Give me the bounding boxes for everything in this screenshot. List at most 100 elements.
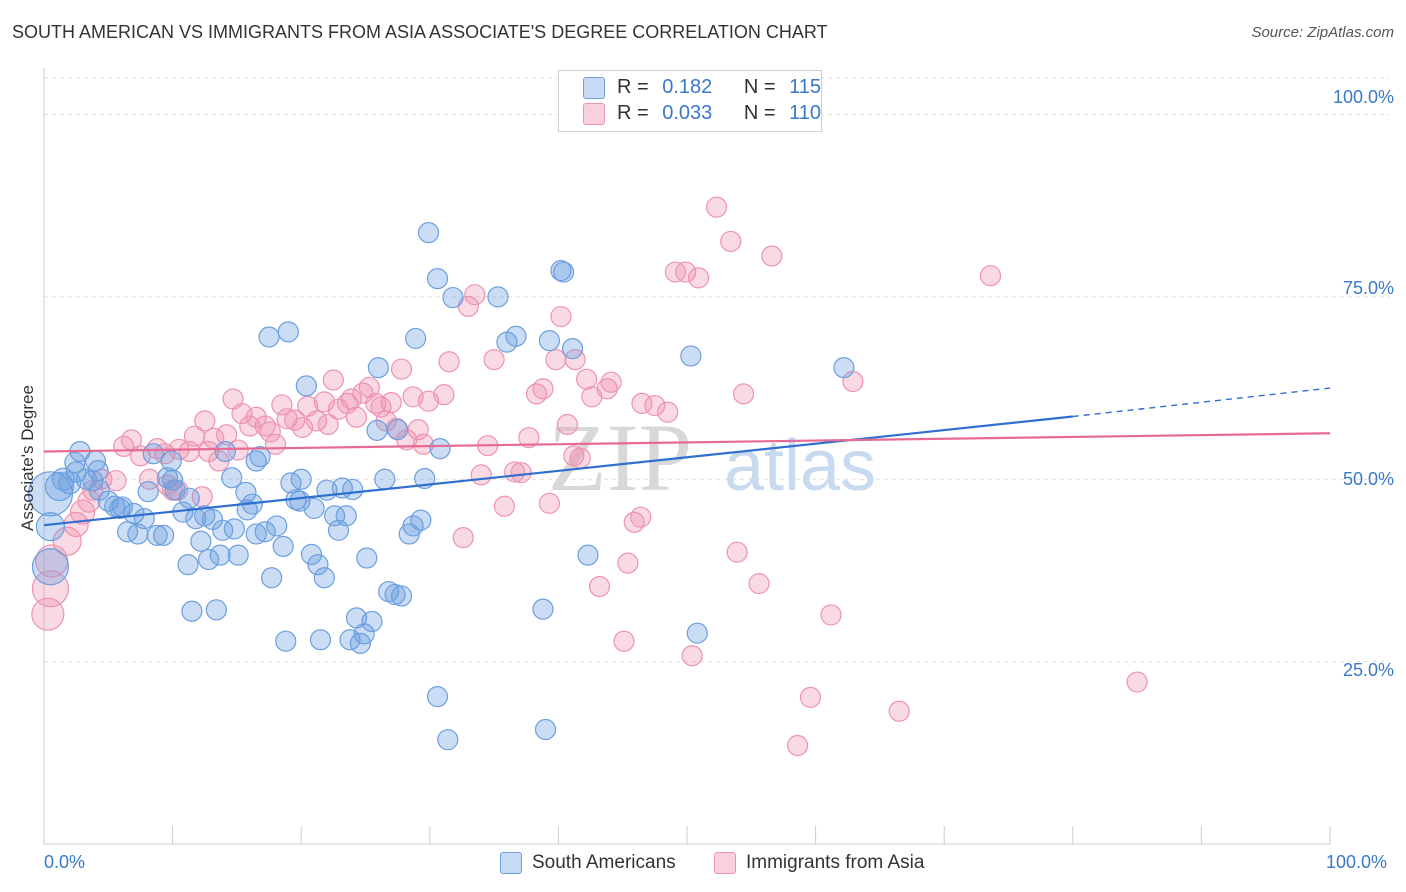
point-south-americans [266,515,288,537]
point-south-americans [205,599,227,621]
point-south-americans [178,487,200,509]
legend-row-immigrants-from-asia: R = 0.033 N = 110 [583,102,821,128]
legend-item-immigrants-from-asia[interactable]: Immigrants from Asia [714,852,924,874]
point-immigrants-from-asia [390,358,413,380]
point-south-americans [35,512,66,542]
point-immigrants-from-asia [322,369,344,391]
trend-line-south-americans-extension [1072,387,1331,418]
point-south-americans [374,468,396,490]
r-label: R = [617,102,649,124]
point-south-americans [353,623,375,645]
point-south-americans [275,630,297,652]
legend-label: South Americans [532,852,676,874]
point-immigrants-from-asia [358,376,380,398]
point-immigrants-from-asia [799,686,822,708]
point-immigrants-from-asia [370,396,392,418]
point-immigrants-from-asia [438,351,460,373]
point-immigrants-from-asia [545,348,567,371]
trend-line-immigrants-from-asia [43,432,1331,453]
point-south-americans [177,553,199,576]
point-south-americans [290,468,312,490]
source-label: Source: ZipAtlas.com [1251,24,1394,41]
n-value: 110 [789,102,821,124]
point-south-americans [437,729,459,751]
point-south-americans [577,544,599,566]
point-immigrants-from-asia [259,421,281,443]
point-south-americans [261,567,283,589]
point-south-americans [505,325,527,347]
point-south-americans [223,518,245,540]
point-south-americans [295,375,317,397]
point-south-americans [190,530,212,552]
point-immigrants-from-asia [630,506,652,528]
legend-swatch-pink [714,852,736,874]
point-south-americans [686,622,708,644]
x-tick-label-max: 100.0% [1326,852,1388,872]
n-label: N = [743,102,776,124]
point-immigrants-from-asia [631,392,653,414]
point-south-americans [405,327,427,350]
point-immigrants-from-asia [748,572,770,595]
point-immigrants-from-asia [550,305,572,328]
point-immigrants-from-asia [52,526,82,556]
point-south-americans [31,548,70,586]
point-immigrants-from-asia [518,427,540,449]
point-immigrants-from-asia [675,261,697,283]
point-south-americans [534,718,557,741]
point-south-americans [417,222,440,244]
point-immigrants-from-asia [786,734,809,757]
point-immigrants-from-asia [732,383,755,405]
chart-title: SOUTH AMERICAN VS IMMIGRANTS FROM ASIA A… [12,22,828,42]
point-south-americans [313,567,335,589]
point-immigrants-from-asia [470,464,492,486]
y-tick-label-75: 75.0% [1342,278,1394,298]
point-south-americans [680,345,702,367]
point-immigrants-from-asia [600,371,622,393]
point-south-americans [552,261,575,283]
point-immigrants-from-asia [483,348,505,371]
point-immigrants-from-asia [1126,671,1148,693]
point-immigrants-from-asia [291,416,314,439]
point-south-americans [410,509,432,531]
gridlines [44,77,1390,663]
legend-item-south-americans[interactable]: South Americans [500,852,676,874]
point-south-americans [429,437,451,460]
point-immigrants-from-asia [493,495,515,517]
r-value: 0.033 [662,102,713,124]
point-immigrants-from-asia [231,402,253,425]
point-south-americans [221,467,243,489]
point-immigrants-from-asia [657,401,679,423]
point-immigrants-from-asia [194,410,216,432]
point-immigrants-from-asia [271,394,293,416]
point-immigrants-from-asia [644,394,666,417]
point-south-americans [342,478,364,501]
n-value: 115 [789,76,821,98]
point-immigrants-from-asia [617,552,639,574]
series-south-americans [27,222,855,751]
point-immigrants-from-asia [532,378,554,400]
point-south-americans [387,419,409,441]
point-immigrants-from-asia [216,424,238,446]
point-south-americans [356,547,378,569]
point-immigrants-from-asia [31,570,70,608]
y-tick-label-100: 100.0% [1332,87,1394,107]
point-south-americans [307,553,329,576]
r-label: R = [617,76,649,98]
point-south-americans [366,419,388,441]
point-immigrants-from-asia [345,406,368,428]
point-south-americans [245,523,267,545]
point-south-americans [384,583,406,606]
point-south-americans [277,321,299,343]
point-immigrants-from-asia [306,410,328,432]
point-immigrants-from-asia [105,470,127,492]
point-south-americans [58,471,82,495]
point-south-americans [390,585,413,607]
y-tick-label-50: 50.0% [1342,469,1394,489]
point-south-americans [833,357,855,379]
point-south-americans [303,497,325,520]
point-south-americans [561,338,584,360]
point-immigrants-from-asia [726,541,748,563]
point-south-americans [51,467,75,491]
legend-swatch-blue [500,852,522,874]
